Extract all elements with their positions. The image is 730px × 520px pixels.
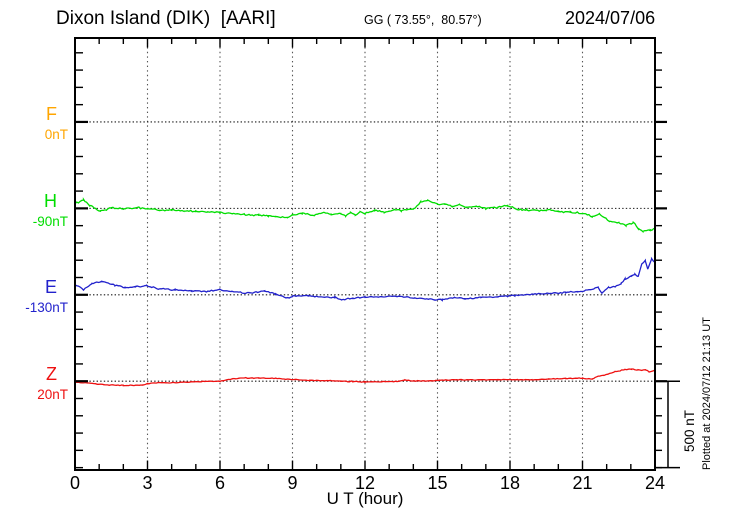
component-label-E: E (44, 277, 57, 297)
component-label-H: H (44, 191, 57, 211)
x-axis-label: U T (hour) (326, 489, 404, 508)
component-label-Z: Z (46, 364, 57, 384)
x-tick-label-21: 21 (572, 473, 593, 493)
grid-lines (146, 38, 584, 470)
x-tick-label-6: 6 (214, 473, 225, 493)
baseline-value-F: 0nT (44, 127, 68, 142)
geographic-coordinates: GG ( 73.55°, 80.57°) (364, 13, 482, 27)
x-tick-label-9: 9 (287, 473, 298, 493)
station-title: Dixon Island (DIK) [AARI] (56, 8, 276, 29)
trace-H (76, 197, 654, 234)
trace-E (76, 256, 654, 302)
x-tick-label-18: 18 (499, 473, 521, 493)
plotted-at-note: Plotted at 2024/07/12 21:13 UT (701, 317, 713, 470)
x-tick-label-12: 12 (354, 473, 376, 493)
component-traces (76, 197, 654, 387)
trace-Z (76, 368, 654, 387)
x-tick-label-24: 24 (644, 473, 666, 493)
plot-date: 2024/07/06 (565, 8, 656, 28)
baseline-value-E: -130nT (25, 300, 68, 315)
x-tick-label-3: 3 (142, 473, 153, 493)
scale-bar (656, 380, 680, 469)
component-baselines (75, 121, 655, 382)
component-label-F: F (46, 104, 57, 124)
axis-ticks (76, 39, 667, 469)
x-tick-label-0: 0 (69, 473, 80, 493)
scale-bar-label: 500 nT (682, 409, 697, 452)
baseline-value-Z: 20nT (37, 387, 68, 402)
baseline-value-H: -90nT (32, 214, 68, 229)
x-tick-label-15: 15 (427, 473, 448, 493)
plot-frame (74, 37, 656, 471)
